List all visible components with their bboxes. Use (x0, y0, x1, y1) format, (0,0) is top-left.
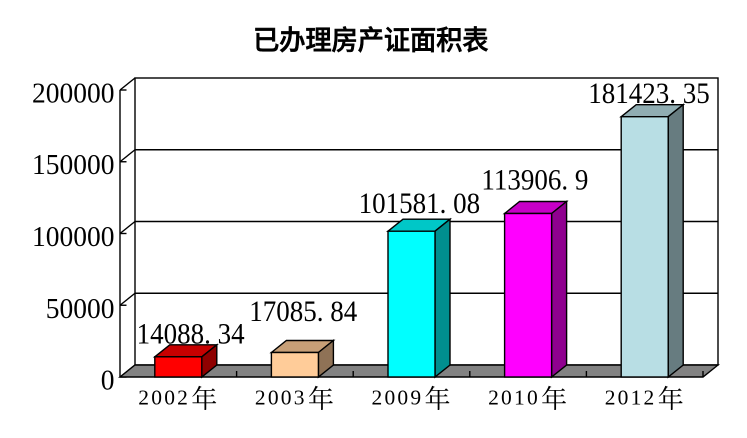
svg-text:50000: 50000 (46, 293, 115, 325)
svg-text:200000: 200000 (32, 78, 114, 110)
svg-text:2010: 2010 (488, 385, 540, 409)
svg-text:181423. 35: 181423. 35 (588, 78, 709, 110)
svg-text:0: 0 (101, 365, 115, 397)
svg-text:150000: 150000 (32, 150, 114, 182)
svg-text:113906. 9: 113906. 9 (481, 164, 588, 196)
svg-text:100000: 100000 (32, 221, 114, 253)
svg-text:2002: 2002 (138, 385, 190, 409)
svg-text:14088. 34: 14088. 34 (137, 318, 245, 350)
svg-text:2012: 2012 (605, 385, 657, 409)
svg-text:101581. 08: 101581. 08 (359, 188, 480, 220)
svg-text:17085. 84: 17085. 84 (249, 296, 357, 328)
svg-text:2009: 2009 (372, 385, 424, 409)
svg-text:2003: 2003 (255, 385, 307, 409)
